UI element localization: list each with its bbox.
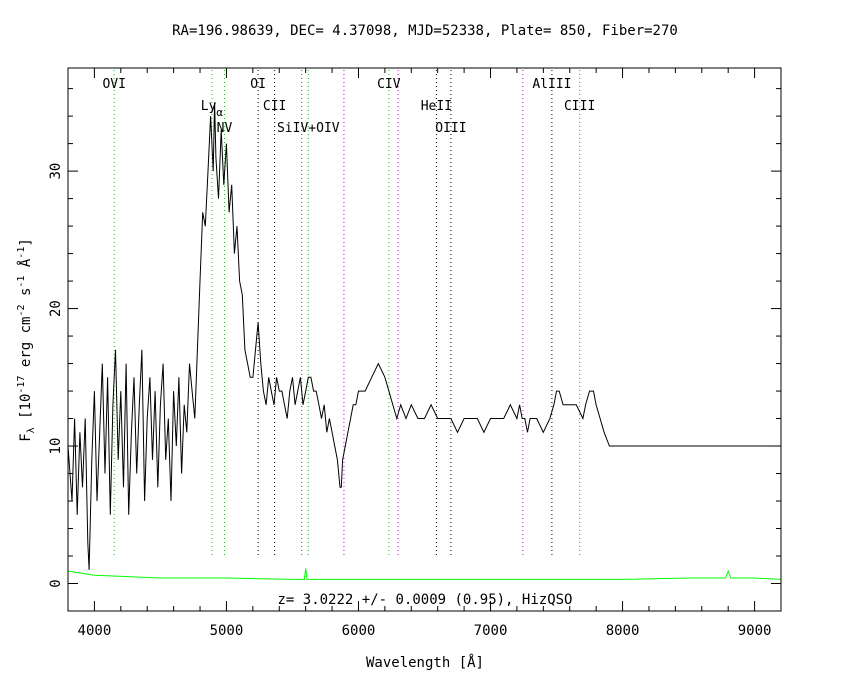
redshift-annotation: z= 3.0222 +/- 0.0009 (0.95), HizQSO [277,592,572,608]
emission-line-label: AlIII [532,77,571,92]
emission-line-label: SiIV+OIV [277,121,340,136]
emission-line-label: OVI [102,77,125,92]
y-axis-ticks: 0 10 20 30 [48,88,781,588]
y-tick-label: 20 [48,300,64,317]
x-tick-label: 5000 [210,623,244,639]
flux-series [67,102,781,570]
emission-line-label: OIII [435,121,466,136]
emission-line-markers [113,70,581,558]
flux-line [67,102,781,570]
x-tick-label: 9000 [738,623,772,639]
emission-line-label: CII [263,99,286,114]
x-axis-ticks: 4000 5000 6000 7000 8000 9000 [67,68,782,639]
x-tick-label: 6000 [342,623,376,639]
error-series [67,568,782,580]
error-line [67,568,782,580]
chart-title: RA=196.98639, DEC= 4.37098, MJD=52338, P… [172,23,678,39]
emission-line-label: HeII [421,99,452,114]
emission-line-label: OI [250,77,266,92]
x-tick-label: 4000 [78,623,112,639]
x-tick-label: 8000 [606,623,640,639]
y-tick-label: 0 [48,579,64,587]
plot-frame [67,67,782,612]
emission-line-label: CIII [564,99,595,114]
x-tick-label: 7000 [474,623,508,639]
emission-line-labels: OVI Lyα NV OI CII SiIV+OIV CIV HeII OIII AlIII CII… [102,77,595,136]
emission-line-label: NV [217,121,233,136]
emission-line-label: CIV [377,77,401,92]
emission-line-label: Lyα [201,99,224,119]
y-axis-label: Fλ [10-17 erg cm-2 s-1 Å-1] [16,238,37,442]
y-tick-label: 10 [48,438,64,455]
y-tick-label: 30 [48,163,64,180]
x-axis-label: Wavelength [Å] [366,654,484,671]
